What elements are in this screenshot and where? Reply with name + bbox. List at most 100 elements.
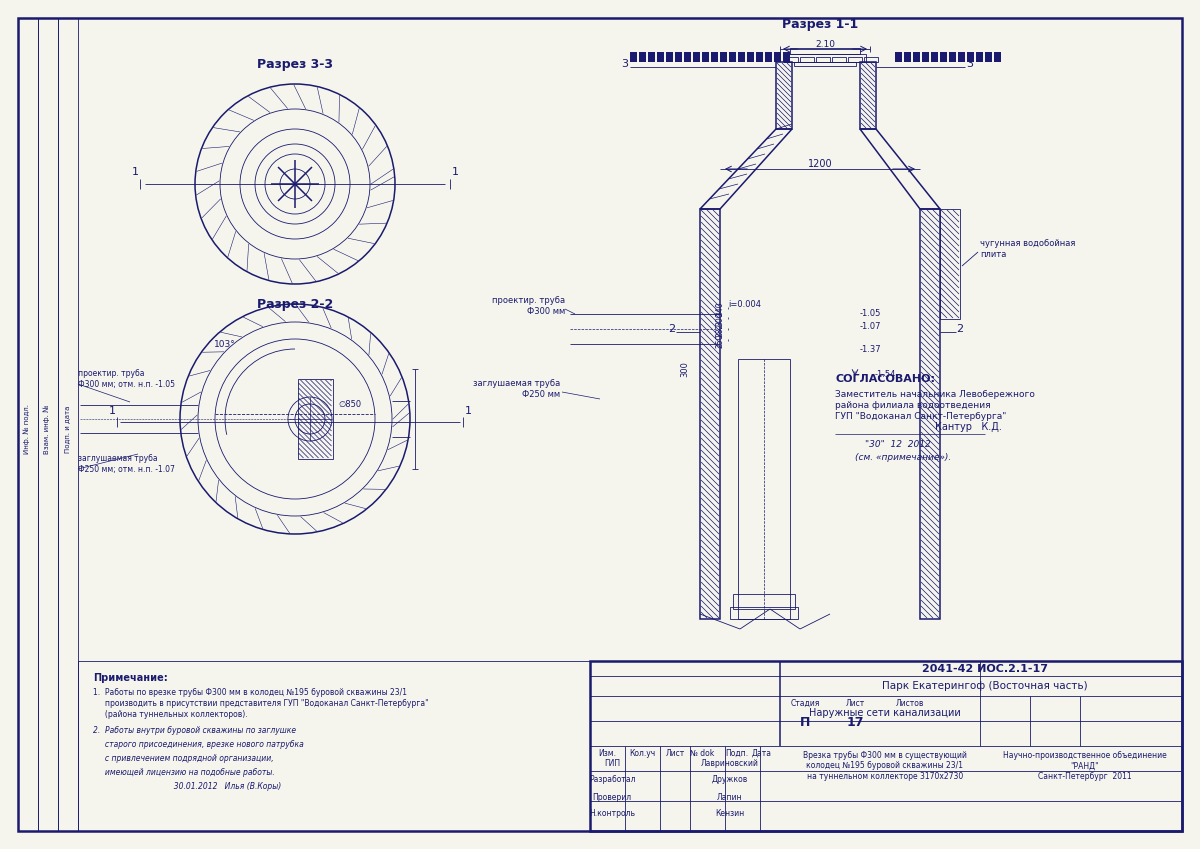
Bar — [864, 57, 878, 62]
Bar — [648, 52, 655, 62]
Text: чугунная водобойная
плита: чугунная водобойная плита — [980, 239, 1075, 259]
Text: -1.07: -1.07 — [860, 322, 882, 330]
Text: 2.10: 2.10 — [815, 40, 835, 48]
Bar — [694, 52, 700, 62]
Text: проектир. труба
Ф300 мм: проектир. труба Ф300 мм — [492, 296, 565, 316]
Bar — [666, 52, 673, 62]
Text: П: П — [800, 717, 810, 729]
Text: 1.  Работы по врезке трубы Ф300 мм в колодец №195 буровой скважины 23/1: 1. Работы по врезке трубы Ф300 мм в коло… — [94, 688, 407, 697]
Bar — [913, 52, 920, 62]
Bar — [784, 52, 790, 62]
Text: Разработал: Разработал — [589, 775, 635, 784]
Bar — [790, 48, 860, 54]
Bar — [800, 57, 814, 62]
Text: Изм.: Изм. — [598, 749, 616, 757]
Text: Листов: Листов — [896, 699, 924, 707]
Text: Примечание:: Примечание: — [94, 673, 168, 683]
Text: 1200: 1200 — [808, 159, 833, 169]
Text: 250: 250 — [715, 334, 725, 348]
Text: ГУП "Водоканал Санкт-Петербурга": ГУП "Водоканал Санкт-Петербурга" — [835, 412, 1007, 420]
Text: № dok: № dok — [690, 749, 714, 757]
Text: 300: 300 — [715, 312, 725, 326]
Text: -1.54: -1.54 — [875, 369, 896, 379]
Bar — [702, 52, 709, 62]
Text: 1: 1 — [451, 167, 458, 177]
Text: 2: 2 — [668, 324, 676, 334]
Bar — [730, 52, 736, 62]
Bar — [832, 57, 846, 62]
Bar — [931, 52, 938, 62]
Text: 103°: 103° — [214, 340, 236, 348]
Text: Лавриновский: Лавриновский — [701, 758, 758, 767]
Text: с привлечением подрядной организации,: с привлечением подрядной организации, — [94, 754, 274, 763]
Bar — [18, 18, 38, 831]
Bar — [746, 52, 754, 62]
Bar — [784, 54, 866, 62]
Text: Стадия: Стадия — [791, 699, 820, 707]
Bar — [738, 52, 745, 62]
Text: Подп. и дата: Подп. и дата — [64, 405, 70, 453]
Text: ∅850: ∅850 — [338, 400, 361, 408]
Bar — [774, 52, 781, 62]
Text: Лист: Лист — [665, 749, 685, 757]
Text: 1: 1 — [108, 406, 115, 416]
Text: Дата: Дата — [752, 749, 772, 757]
Bar — [976, 52, 983, 62]
Bar — [860, 62, 876, 129]
Bar — [994, 52, 1001, 62]
Bar — [756, 52, 763, 62]
Bar — [940, 52, 947, 62]
Text: района филиала водоотведения: района филиала водоотведения — [835, 401, 991, 409]
Bar — [590, 661, 1182, 831]
Text: 300: 300 — [680, 361, 690, 377]
Bar — [920, 209, 940, 619]
Bar — [904, 52, 911, 62]
Text: проектир. труба
Ф300 мм; отм. н.п. -1.05: проектир. труба Ф300 мм; отм. н.п. -1.05 — [78, 369, 175, 389]
Bar — [298, 379, 332, 459]
Text: Парк Екатерингоф (Восточная часть): Парк Екатерингоф (Восточная часть) — [882, 681, 1088, 691]
Text: Лапин: Лапин — [718, 792, 743, 801]
Text: "30"  12  2012: "30" 12 2012 — [865, 440, 931, 448]
Bar — [738, 359, 790, 619]
Bar — [766, 52, 772, 62]
Text: Разрез 2-2: Разрез 2-2 — [257, 297, 334, 311]
Bar — [720, 52, 727, 62]
Text: 1: 1 — [464, 406, 472, 416]
Bar — [922, 52, 929, 62]
Text: старого присоединения, врезке нового патрубка: старого присоединения, врезке нового пат… — [94, 740, 304, 749]
Text: 1: 1 — [132, 167, 138, 177]
Text: -1.37: -1.37 — [860, 345, 882, 353]
Text: Взам. инф. №: Взам. инф. № — [43, 404, 50, 453]
Text: заглушаемая труба
Ф250 мм; отм. н.п. -1.07: заглушаемая труба Ф250 мм; отм. н.п. -1.… — [78, 454, 175, 474]
Text: Лист: Лист — [845, 699, 865, 707]
Bar — [700, 209, 720, 619]
Text: производить в присутствии представителя ГУП "Водоканал Санкт-Петербурга": производить в присутствии представителя … — [94, 699, 428, 708]
Bar — [710, 52, 718, 62]
Bar — [949, 52, 956, 62]
Text: (см. «примечание»).: (см. «примечание»). — [854, 453, 952, 462]
Text: i=0.004: i=0.004 — [728, 300, 762, 308]
Bar — [967, 52, 974, 62]
Text: 30.01.2012   Илья (В.Коры): 30.01.2012 Илья (В.Коры) — [94, 782, 281, 791]
Bar — [895, 52, 902, 62]
Bar — [776, 62, 792, 129]
Text: ГИП: ГИП — [604, 758, 620, 767]
Text: 340: 340 — [715, 301, 725, 317]
Text: заглушаемая труба
Ф250 мм: заглушаемая труба Ф250 мм — [473, 380, 560, 399]
Text: Врезка трубы Ф300 мм в существующий
колодец №195 буровой скважины 23/1
на туннел: Врезка трубы Ф300 мм в существующий коло… — [803, 751, 967, 781]
Bar — [78, 661, 590, 831]
Bar — [985, 52, 992, 62]
Bar — [794, 62, 856, 66]
Text: Кол.уч: Кол.уч — [629, 749, 655, 757]
Text: Н.контроль: Н.контроль — [589, 809, 635, 818]
Bar — [733, 594, 796, 609]
Text: Разрез 3-3: Разрез 3-3 — [257, 58, 334, 70]
Bar — [816, 57, 830, 62]
Text: имеющей лицензию на подобные работы.: имеющей лицензию на подобные работы. — [94, 768, 275, 777]
Bar — [630, 52, 637, 62]
Text: Проверил: Проверил — [593, 792, 631, 801]
Text: Заместитель начальника Левобережного: Заместитель начальника Левобережного — [835, 390, 1034, 398]
Text: Кензин: Кензин — [715, 809, 745, 818]
Text: 17: 17 — [846, 717, 864, 729]
Bar — [674, 52, 682, 62]
